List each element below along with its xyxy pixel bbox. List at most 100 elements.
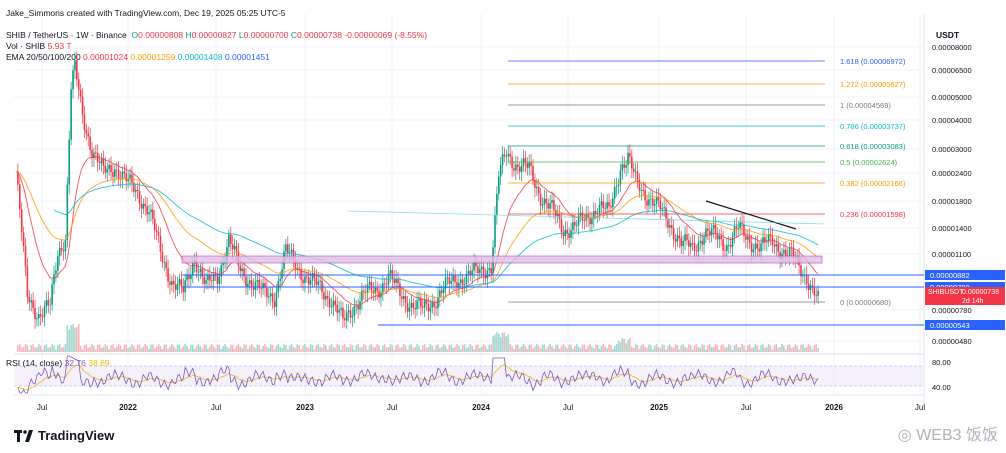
candle-body [229,234,232,245]
volume-bar [87,347,90,352]
y-tick-label: 0.00008000 [932,43,972,52]
volume-bar [28,349,31,352]
volume-bar [351,345,354,352]
volume-label[interactable]: Vol · SHIB [6,41,46,51]
volume-bar [743,345,745,352]
volume-bar [133,345,135,352]
volume-bar [77,324,80,352]
volume-bar [347,347,350,352]
volume-bar [627,339,629,352]
candle-body [651,198,654,206]
candle-body [279,278,281,282]
candle-body [406,303,409,312]
volume-bar [537,346,540,352]
candle-body [636,171,639,180]
candle-body [125,173,128,182]
volume-bar [555,344,557,352]
candle-body [452,275,454,281]
volume-bar [676,345,679,352]
candle-body [66,184,69,240]
volume-bar [581,344,584,352]
volume-bar [435,345,437,352]
candle-body [155,230,158,232]
volume-bar [340,349,342,352]
volume-bar [355,345,358,352]
candle-body [745,235,747,240]
volume-bar [376,344,378,352]
volume-bar [74,327,76,352]
candle-body [689,242,692,247]
volume-bar [507,334,510,352]
candle-body [32,300,34,309]
volume-bar [420,349,422,352]
candle-body [574,222,576,226]
watermark-text: WEB3 饭饭 [916,427,998,444]
price-tag-value: 0.00000882 [930,271,970,280]
candle-body [167,268,169,282]
tradingview-logo[interactable]: TradingView [14,428,114,443]
rsi-legend: RSI (14, close) 32.76 38.69 [6,358,110,369]
candle-body [180,279,183,287]
candle-body [70,89,72,140]
candle-body [269,293,272,297]
volume-bar [600,345,603,352]
candle-body [707,228,709,231]
candle-body [306,276,308,278]
volume-bar [203,344,205,352]
volume-bar [535,344,538,352]
volume-bar [309,344,312,352]
ema-label[interactable]: EMA 20/50/100/200 [6,52,81,62]
volume-bar [452,347,454,352]
volume-bar [615,344,618,352]
volume-bar [245,344,247,352]
volume-bar [408,345,411,352]
volume-bar [796,345,798,352]
volume-bar [484,345,487,352]
symbol-name[interactable]: SHIB / TetherUS · 1W · Binance [6,30,127,40]
candle-body [440,290,443,293]
x-tick-label: Jul [211,403,221,412]
volume-bar [127,348,129,352]
volume-bar [279,346,281,352]
volume-bar [661,344,664,352]
volume-bar [475,344,477,352]
volume-bar [26,345,29,352]
volume-bar [613,345,616,352]
volume-bar [380,349,382,352]
candle-body [300,268,302,280]
rsi-label[interactable]: RSI (14, close) [6,358,63,368]
candle-body [144,203,147,207]
volume-bar [176,344,179,352]
volume-bar [260,349,262,352]
volume-bar [98,344,101,352]
volume-bar [180,348,183,352]
candle-body [610,206,612,208]
volume-bar [777,347,779,352]
volume-bar [775,344,778,352]
watermark-icon: ◎ [897,427,917,444]
volume-bar [431,345,434,352]
volume-bar [136,344,139,352]
volume-bar [482,344,485,352]
x-tick-label: Jul [37,403,47,412]
candle-body [397,278,399,284]
candle-body [634,171,637,173]
volume-bar [591,346,593,352]
volume-bar [190,344,192,352]
volume-bar [172,346,175,352]
volume-bar [306,346,308,352]
volume-bar [458,345,460,352]
candle-body [600,201,603,206]
candle-body [693,243,696,251]
volume-bar [570,344,572,352]
candle-body [338,309,340,313]
candle-body [76,60,78,80]
price-tag-symbol: SHIBUSDT [928,289,964,296]
candle-body [366,284,369,293]
candle-body [402,296,405,299]
candle-body [408,307,411,312]
ema100-value: 0.00001408 [177,52,223,62]
volume-bar [703,345,705,352]
candle-body [376,287,378,291]
